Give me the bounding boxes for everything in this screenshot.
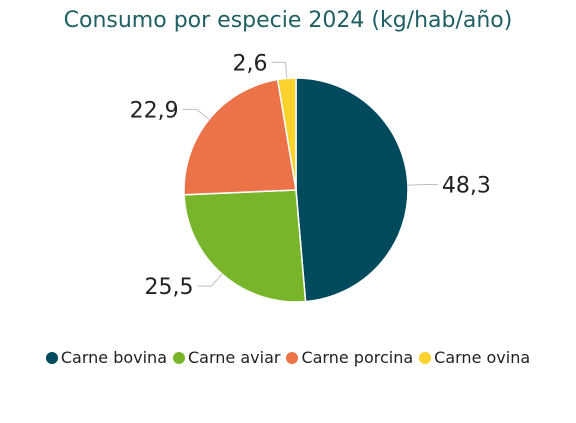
legend: Carne bovina Carne aviar Carne porcina C… (0, 348, 576, 367)
legend-label-carne-aviar: Carne aviar (188, 348, 281, 367)
legend-label-carne-ovina: Carne ovina (434, 348, 531, 367)
pie-slice-carne-bovina (295, 77, 409, 303)
data-label-carne-aviar: 25,5 (144, 275, 193, 300)
leader-line-carne-aviar (197, 273, 223, 287)
leader-line-carne-bovina (407, 184, 438, 186)
data-label-carne-ovina: 2,6 (232, 51, 267, 76)
data-label-carne-porcina: 22,9 (130, 98, 179, 123)
legend-item-carne-ovina: Carne ovina (419, 348, 530, 367)
legend-swatch-carne-bovina (45, 351, 58, 364)
pie-slice-carne-porcina (183, 78, 297, 196)
legend-label-carne-porcina: Carne porcina (301, 348, 414, 367)
legend-swatch-carne-ovina (419, 351, 432, 364)
pie-slice-carne-aviar (183, 189, 307, 303)
chart-title: Consumo por especie 2024 (kg/hab/año) (63, 8, 513, 33)
legend-item-carne-aviar: Carne aviar (173, 348, 280, 367)
legend-swatch-carne-porcina (286, 351, 299, 364)
legend-label-carne-bovina: Carne bovina (60, 348, 167, 367)
leader-line-carne-ovina (271, 61, 288, 79)
legend-item-carne-porcina: Carne porcina (286, 348, 413, 367)
legend-swatch-carne-aviar (173, 351, 185, 364)
leader-line-carne-porcina (182, 108, 210, 120)
legend-item-carne-bovina: Carne bovina (45, 348, 167, 367)
data-label-carne-bovina: 48,3 (442, 174, 491, 199)
